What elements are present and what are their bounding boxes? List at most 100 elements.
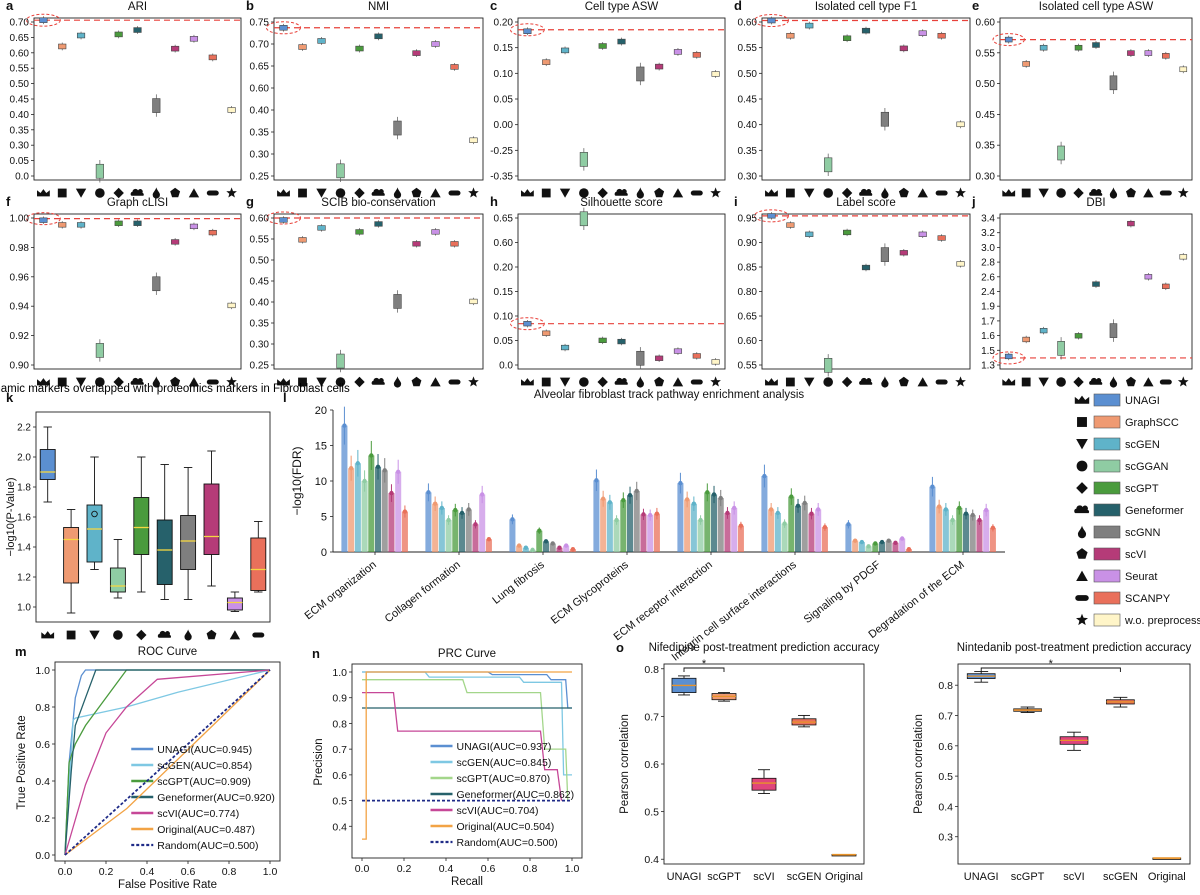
x-tick-label: ECM Glycoproteins <box>549 559 631 627</box>
box-w.o. preprocessing <box>469 137 478 143</box>
panel-label: i <box>734 194 738 209</box>
bar-scGPT <box>704 492 711 552</box>
legend-label: Geneformer(AUC=0.862) <box>457 789 575 801</box>
y-tick-label: 0.30 <box>976 172 996 183</box>
panel-label: g <box>246 194 254 209</box>
box-scGNN <box>880 111 889 127</box>
x-cloud-icon <box>130 377 144 385</box>
y-tick-label: 0.94 <box>10 302 30 313</box>
diamond-shape <box>113 187 124 199</box>
crown-shape <box>37 378 50 386</box>
x-pentagon-icon <box>898 376 909 387</box>
x-cloud-icon <box>859 188 873 196</box>
x-drop-icon <box>393 376 402 388</box>
box-scGGAN <box>336 163 345 179</box>
legend-swatch <box>1093 415 1121 429</box>
panel-label: a <box>6 0 14 13</box>
box-scVI <box>412 241 421 247</box>
chart-title: Graph cLISI <box>107 197 168 209</box>
x-circle-icon <box>1056 377 1066 387</box>
x-square-icon <box>1021 188 1031 198</box>
bar-scGGAN <box>613 520 620 552</box>
x-tick-label: Signaling by PDGF <box>802 559 883 626</box>
bar-SCANPY <box>485 539 492 552</box>
legend-label: Random(AUC=0.500) <box>157 840 258 852</box>
y-tick-label: 0.35 <box>10 125 30 136</box>
box-scGEN <box>317 38 326 44</box>
drop-shape <box>393 376 402 388</box>
cloud-shape <box>130 377 144 385</box>
pill-shape <box>935 190 948 196</box>
x-pill-icon <box>1159 190 1172 196</box>
x-drop-icon <box>393 187 402 199</box>
x-tick-label: 0.6 <box>181 866 196 878</box>
cloud-shape <box>1089 377 1103 385</box>
bar-GraphSCC <box>684 499 691 552</box>
x-crown-icon <box>277 189 290 197</box>
y-tick-label: 0.65 <box>250 62 270 73</box>
x-crown-icon <box>37 378 50 386</box>
x-diamond-icon <box>1073 187 1084 199</box>
square-shape <box>57 377 67 387</box>
legend-label: scGGAN <box>1125 461 1168 473</box>
x-tick-label: 0.0 <box>58 866 73 878</box>
x-pill-icon <box>206 379 219 385</box>
y-tick-label: 0.40 <box>250 106 270 117</box>
x-triangle-up-icon <box>1143 377 1154 387</box>
plot-frame <box>273 17 484 181</box>
drop-shape <box>1109 187 1118 199</box>
x-pill-icon <box>252 632 265 638</box>
pentagon-shape <box>206 629 217 640</box>
box-scVI <box>1127 220 1135 227</box>
x-tick-label: 0.4 <box>140 866 155 878</box>
bar-SCANPY <box>989 527 996 552</box>
y-tick-label: 0.8 <box>35 702 50 714</box>
x-pentagon-icon <box>411 187 422 198</box>
y-tick-label: 0.8 <box>332 718 347 730</box>
x-tick-label: scGPT <box>707 871 741 883</box>
panel-g <box>265 211 484 373</box>
x-diamond-icon <box>354 376 365 388</box>
x-drop-icon <box>636 187 644 199</box>
x-triangle-up-icon <box>430 377 441 387</box>
x-triangle-up-icon <box>188 188 200 198</box>
pill-shape <box>935 379 948 385</box>
y-tick-label: 0.70 <box>250 40 270 51</box>
y-tick-label: 1.7 <box>981 316 995 327</box>
y-tick-label: 0.60 <box>738 18 758 29</box>
legend-square-icon <box>1077 417 1087 427</box>
x-tick-label: scGPT <box>1011 871 1045 883</box>
y-tick-label: 1.8 <box>17 483 31 494</box>
y-tick-label: 0.25 <box>250 361 270 372</box>
pill-shape <box>1159 190 1172 196</box>
legend-swatch <box>1093 459 1121 473</box>
drop-shape <box>636 376 644 388</box>
crown-shape <box>277 189 290 197</box>
triangle-shape <box>188 188 200 198</box>
x-circle-icon <box>579 188 589 198</box>
triangle-shape <box>672 377 684 387</box>
x-pentagon-icon <box>206 629 217 640</box>
diamond-shape <box>113 376 124 388</box>
x-pill-icon <box>448 190 461 196</box>
cloud-shape <box>1074 505 1090 514</box>
y-tick-label: 20 <box>315 405 327 417</box>
y-tick-label: 0.30 <box>250 340 270 351</box>
x-pentagon-icon <box>170 187 181 198</box>
bar-Geneformer <box>879 542 886 552</box>
y-tick-label: 0.6 <box>938 741 953 753</box>
x-crown-icon <box>1002 378 1016 386</box>
panel-label: h <box>490 194 498 209</box>
drop-shape <box>636 187 644 199</box>
x-star-icon <box>226 187 237 198</box>
series-line <box>362 691 563 801</box>
legend-label: scGEN <box>1125 439 1160 451</box>
bar-scGGAN <box>781 523 788 552</box>
x-star-icon <box>468 376 479 387</box>
x-cloud-icon <box>614 188 628 196</box>
y-tick-label: 1.2 <box>17 573 31 584</box>
bar-scGNN <box>801 503 808 552</box>
box-scVI <box>171 239 180 245</box>
panel-n <box>349 663 583 861</box>
legend-label: UNAGI(AUC=0.945) <box>157 744 252 756</box>
